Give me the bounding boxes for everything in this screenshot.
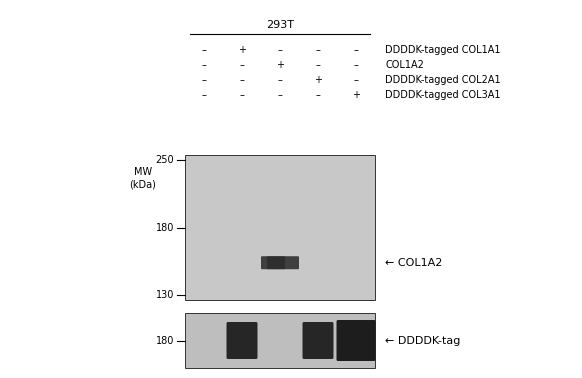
Text: –: –: [353, 75, 359, 85]
Text: +: +: [314, 75, 322, 85]
Text: 180: 180: [155, 336, 174, 345]
Text: +: +: [276, 60, 284, 70]
Text: DDDDK-tagged COL1A1: DDDDK-tagged COL1A1: [385, 45, 501, 55]
Text: –: –: [315, 45, 321, 55]
Text: –: –: [240, 75, 244, 85]
Text: DDDDK-tagged COL3A1: DDDDK-tagged COL3A1: [385, 90, 501, 100]
Text: –: –: [278, 75, 282, 85]
Text: +: +: [352, 90, 360, 100]
Text: +: +: [238, 45, 246, 55]
Text: –: –: [278, 45, 282, 55]
Text: 130: 130: [155, 290, 174, 300]
Text: –: –: [201, 60, 207, 70]
Text: MW
(kDa): MW (kDa): [130, 167, 157, 189]
FancyBboxPatch shape: [336, 320, 375, 361]
Text: –: –: [201, 45, 207, 55]
Text: –: –: [353, 45, 359, 55]
Text: –: –: [201, 75, 207, 85]
Text: –: –: [240, 60, 244, 70]
Text: ← COL1A2: ← COL1A2: [385, 258, 442, 268]
Bar: [185, 313, 375, 368]
Bar: [185, 155, 375, 300]
Text: ← DDDDK-tag: ← DDDDK-tag: [385, 336, 460, 345]
Text: –: –: [353, 60, 359, 70]
Text: –: –: [315, 60, 321, 70]
Text: –: –: [278, 90, 282, 100]
Text: COL1A2: COL1A2: [385, 60, 424, 70]
Text: DDDDK-tagged COL2A1: DDDDK-tagged COL2A1: [385, 75, 501, 85]
FancyBboxPatch shape: [261, 256, 299, 269]
Text: 250: 250: [155, 155, 174, 165]
FancyBboxPatch shape: [303, 322, 333, 359]
Text: –: –: [240, 90, 244, 100]
Text: 293T: 293T: [266, 20, 294, 30]
Text: 180: 180: [155, 223, 174, 233]
FancyBboxPatch shape: [267, 256, 285, 269]
Text: –: –: [201, 90, 207, 100]
Text: –: –: [315, 90, 321, 100]
FancyBboxPatch shape: [226, 322, 257, 359]
